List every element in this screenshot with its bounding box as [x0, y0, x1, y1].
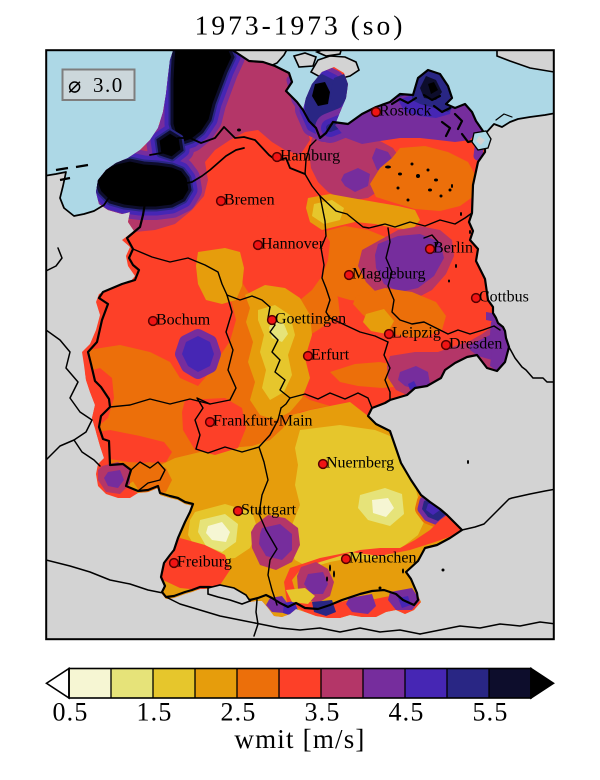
svg-text:3.5: 3.5: [304, 698, 340, 727]
svg-text:2.5: 2.5: [220, 698, 256, 727]
svg-text:Bremen: Bremen: [224, 192, 275, 209]
svg-text:Bochum: Bochum: [156, 312, 211, 329]
svg-text:Muenchen: Muenchen: [349, 550, 417, 567]
svg-text:Rostock: Rostock: [379, 103, 431, 120]
svg-text:Berlin: Berlin: [433, 240, 473, 257]
svg-text:1973-1973 (so): 1973-1973 (so): [195, 10, 406, 41]
svg-text:Magdeburg: Magdeburg: [352, 266, 425, 283]
svg-text:Goettingen: Goettingen: [275, 311, 346, 328]
svg-text:Leipzig: Leipzig: [392, 325, 441, 342]
svg-text:Erfurt: Erfurt: [311, 347, 350, 364]
svg-text:3.0: 3.0: [93, 73, 124, 97]
svg-text:1.5: 1.5: [136, 698, 172, 727]
svg-text:Nuernberg: Nuernberg: [326, 455, 394, 472]
svg-text:Frankfurt-Main: Frankfurt-Main: [213, 413, 313, 430]
svg-text:4.5: 4.5: [388, 698, 424, 727]
svg-text:Hannover: Hannover: [261, 236, 325, 253]
svg-text:0.5: 0.5: [52, 698, 88, 727]
svg-text:Cottbus: Cottbus: [479, 289, 529, 306]
svg-text:Hamburg: Hamburg: [280, 148, 340, 165]
svg-text:5.5: 5.5: [472, 698, 508, 727]
svg-text:Freiburg: Freiburg: [177, 554, 232, 571]
svg-text:Stuttgart: Stuttgart: [241, 502, 297, 519]
svg-text:⌀: ⌀: [68, 73, 81, 98]
svg-text:Dresden: Dresden: [449, 336, 502, 353]
svg-text:wmit [m/s]: wmit [m/s]: [234, 724, 365, 754]
